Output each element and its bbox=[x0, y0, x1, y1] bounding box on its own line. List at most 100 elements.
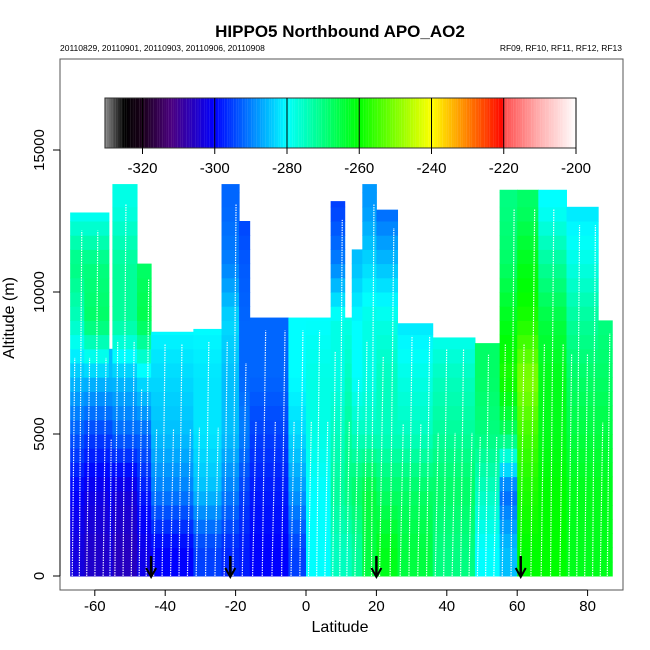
colorbar-swatch bbox=[137, 98, 140, 148]
heatmap-cell bbox=[351, 263, 363, 279]
heatmap-cell bbox=[249, 462, 289, 478]
heatmap-cell bbox=[351, 533, 363, 549]
x-tick-label: 80 bbox=[579, 598, 596, 615]
heatmap-cell bbox=[70, 292, 85, 307]
colorbar-swatch bbox=[374, 98, 376, 148]
flight-track bbox=[241, 362, 247, 577]
heatmap-cell bbox=[538, 348, 567, 364]
colorbar-swatch bbox=[224, 98, 227, 148]
heatmap-cell bbox=[598, 505, 613, 520]
heatmap-cell bbox=[249, 519, 289, 534]
heatmap-cell bbox=[330, 462, 346, 478]
colorbar-swatch bbox=[545, 98, 548, 148]
heatmap-cell bbox=[239, 292, 251, 307]
flight-track bbox=[485, 354, 490, 577]
colorbar-swatch bbox=[401, 98, 404, 148]
heatmap-cell bbox=[221, 363, 240, 378]
colorbar-swatch bbox=[538, 98, 541, 148]
colorbar-swatch bbox=[184, 98, 187, 148]
heatmap-cell bbox=[362, 519, 377, 534]
heatmap-cell bbox=[397, 348, 434, 364]
heatmap-cell bbox=[362, 405, 377, 421]
heatmap-cell bbox=[70, 405, 85, 421]
heatmap-cell bbox=[499, 320, 518, 336]
heatmap-cell bbox=[221, 221, 240, 236]
flight-track bbox=[145, 279, 150, 577]
heatmap-cell bbox=[193, 391, 223, 407]
heatmap-cell bbox=[306, 462, 332, 478]
heatmap-cell bbox=[362, 249, 377, 265]
heatmap-cell bbox=[376, 263, 399, 279]
heatmap-cell bbox=[330, 235, 346, 250]
heatmap-cell bbox=[517, 277, 539, 293]
heatmap-cell bbox=[70, 547, 85, 563]
colorbar-swatch bbox=[106, 98, 109, 148]
heatmap-cell bbox=[362, 235, 377, 250]
heatmap-cell bbox=[517, 292, 539, 307]
colorbar-swatch bbox=[274, 98, 277, 148]
colorbar-swatch bbox=[504, 98, 507, 148]
heatmap-cell bbox=[517, 547, 539, 563]
heatmap-cell bbox=[288, 419, 307, 435]
colorbar-swatch bbox=[433, 98, 436, 148]
heatmap-cell bbox=[330, 490, 346, 506]
sounding-arrows bbox=[145, 556, 527, 580]
heatmap-cell bbox=[344, 405, 353, 421]
heatmap-cell bbox=[598, 476, 613, 492]
heatmap-cell bbox=[566, 434, 599, 449]
colorbar-swatch bbox=[332, 98, 335, 148]
flight-track bbox=[425, 335, 431, 577]
heatmap-cell bbox=[330, 306, 346, 321]
colorbar-swatch bbox=[408, 98, 411, 148]
heatmap-cell bbox=[84, 419, 110, 435]
heatmap-cell bbox=[112, 306, 138, 321]
heatmap-cell bbox=[397, 323, 434, 336]
colorbar-swatch bbox=[547, 98, 550, 148]
heatmap-cell bbox=[330, 348, 346, 364]
heatmap-cell bbox=[566, 306, 599, 321]
colorbar-swatch bbox=[148, 98, 151, 148]
heatmap-cell bbox=[474, 476, 501, 492]
colorbar-swatch bbox=[402, 98, 405, 148]
flight-track bbox=[307, 420, 312, 577]
colorbar-swatch bbox=[153, 98, 156, 148]
heatmap-cell bbox=[330, 249, 346, 265]
x-tick-label: 60 bbox=[509, 598, 526, 615]
colorbar-swatch bbox=[406, 98, 409, 148]
colorbar-swatch bbox=[231, 98, 234, 148]
heatmap-cell bbox=[112, 476, 138, 492]
colorbar-swatch bbox=[370, 98, 373, 148]
heatmap-cell bbox=[344, 334, 353, 350]
colorbar-swatch bbox=[363, 98, 366, 148]
colorbar-swatch bbox=[428, 98, 431, 148]
heatmap-cell bbox=[362, 547, 377, 563]
colorbar-swatch bbox=[121, 98, 124, 148]
heatmap-cell bbox=[330, 201, 346, 208]
heatmap-cell bbox=[351, 505, 363, 520]
heatmap-cell bbox=[221, 505, 240, 520]
flight-track bbox=[568, 354, 573, 577]
heatmap-cell bbox=[330, 320, 346, 336]
heatmap-cell bbox=[70, 377, 85, 392]
heatmap-cell bbox=[84, 490, 110, 506]
colorbar-swatch bbox=[227, 98, 230, 148]
flight-track bbox=[232, 203, 237, 577]
colorbar-swatch bbox=[307, 98, 310, 148]
heatmap-cell bbox=[137, 419, 152, 435]
colorbar-swatch bbox=[162, 98, 165, 148]
heatmap-cell bbox=[70, 561, 85, 577]
colorbar-tick-label: -320 bbox=[127, 160, 157, 177]
heatmap-cell bbox=[517, 419, 539, 435]
colorbar-swatch bbox=[523, 98, 526, 148]
colorbar-swatch bbox=[220, 98, 223, 148]
colorbar-swatch bbox=[267, 98, 270, 148]
colorbar-swatch bbox=[410, 98, 413, 148]
colorbar-swatch bbox=[484, 98, 487, 148]
flight-track bbox=[71, 357, 76, 577]
heatmap-cell bbox=[151, 476, 194, 492]
colorbar-swatch bbox=[180, 98, 183, 148]
heatmap-cell bbox=[70, 419, 85, 435]
flight-track bbox=[576, 225, 581, 577]
heatmap-cell bbox=[151, 363, 194, 378]
heatmap-cell bbox=[432, 391, 476, 407]
